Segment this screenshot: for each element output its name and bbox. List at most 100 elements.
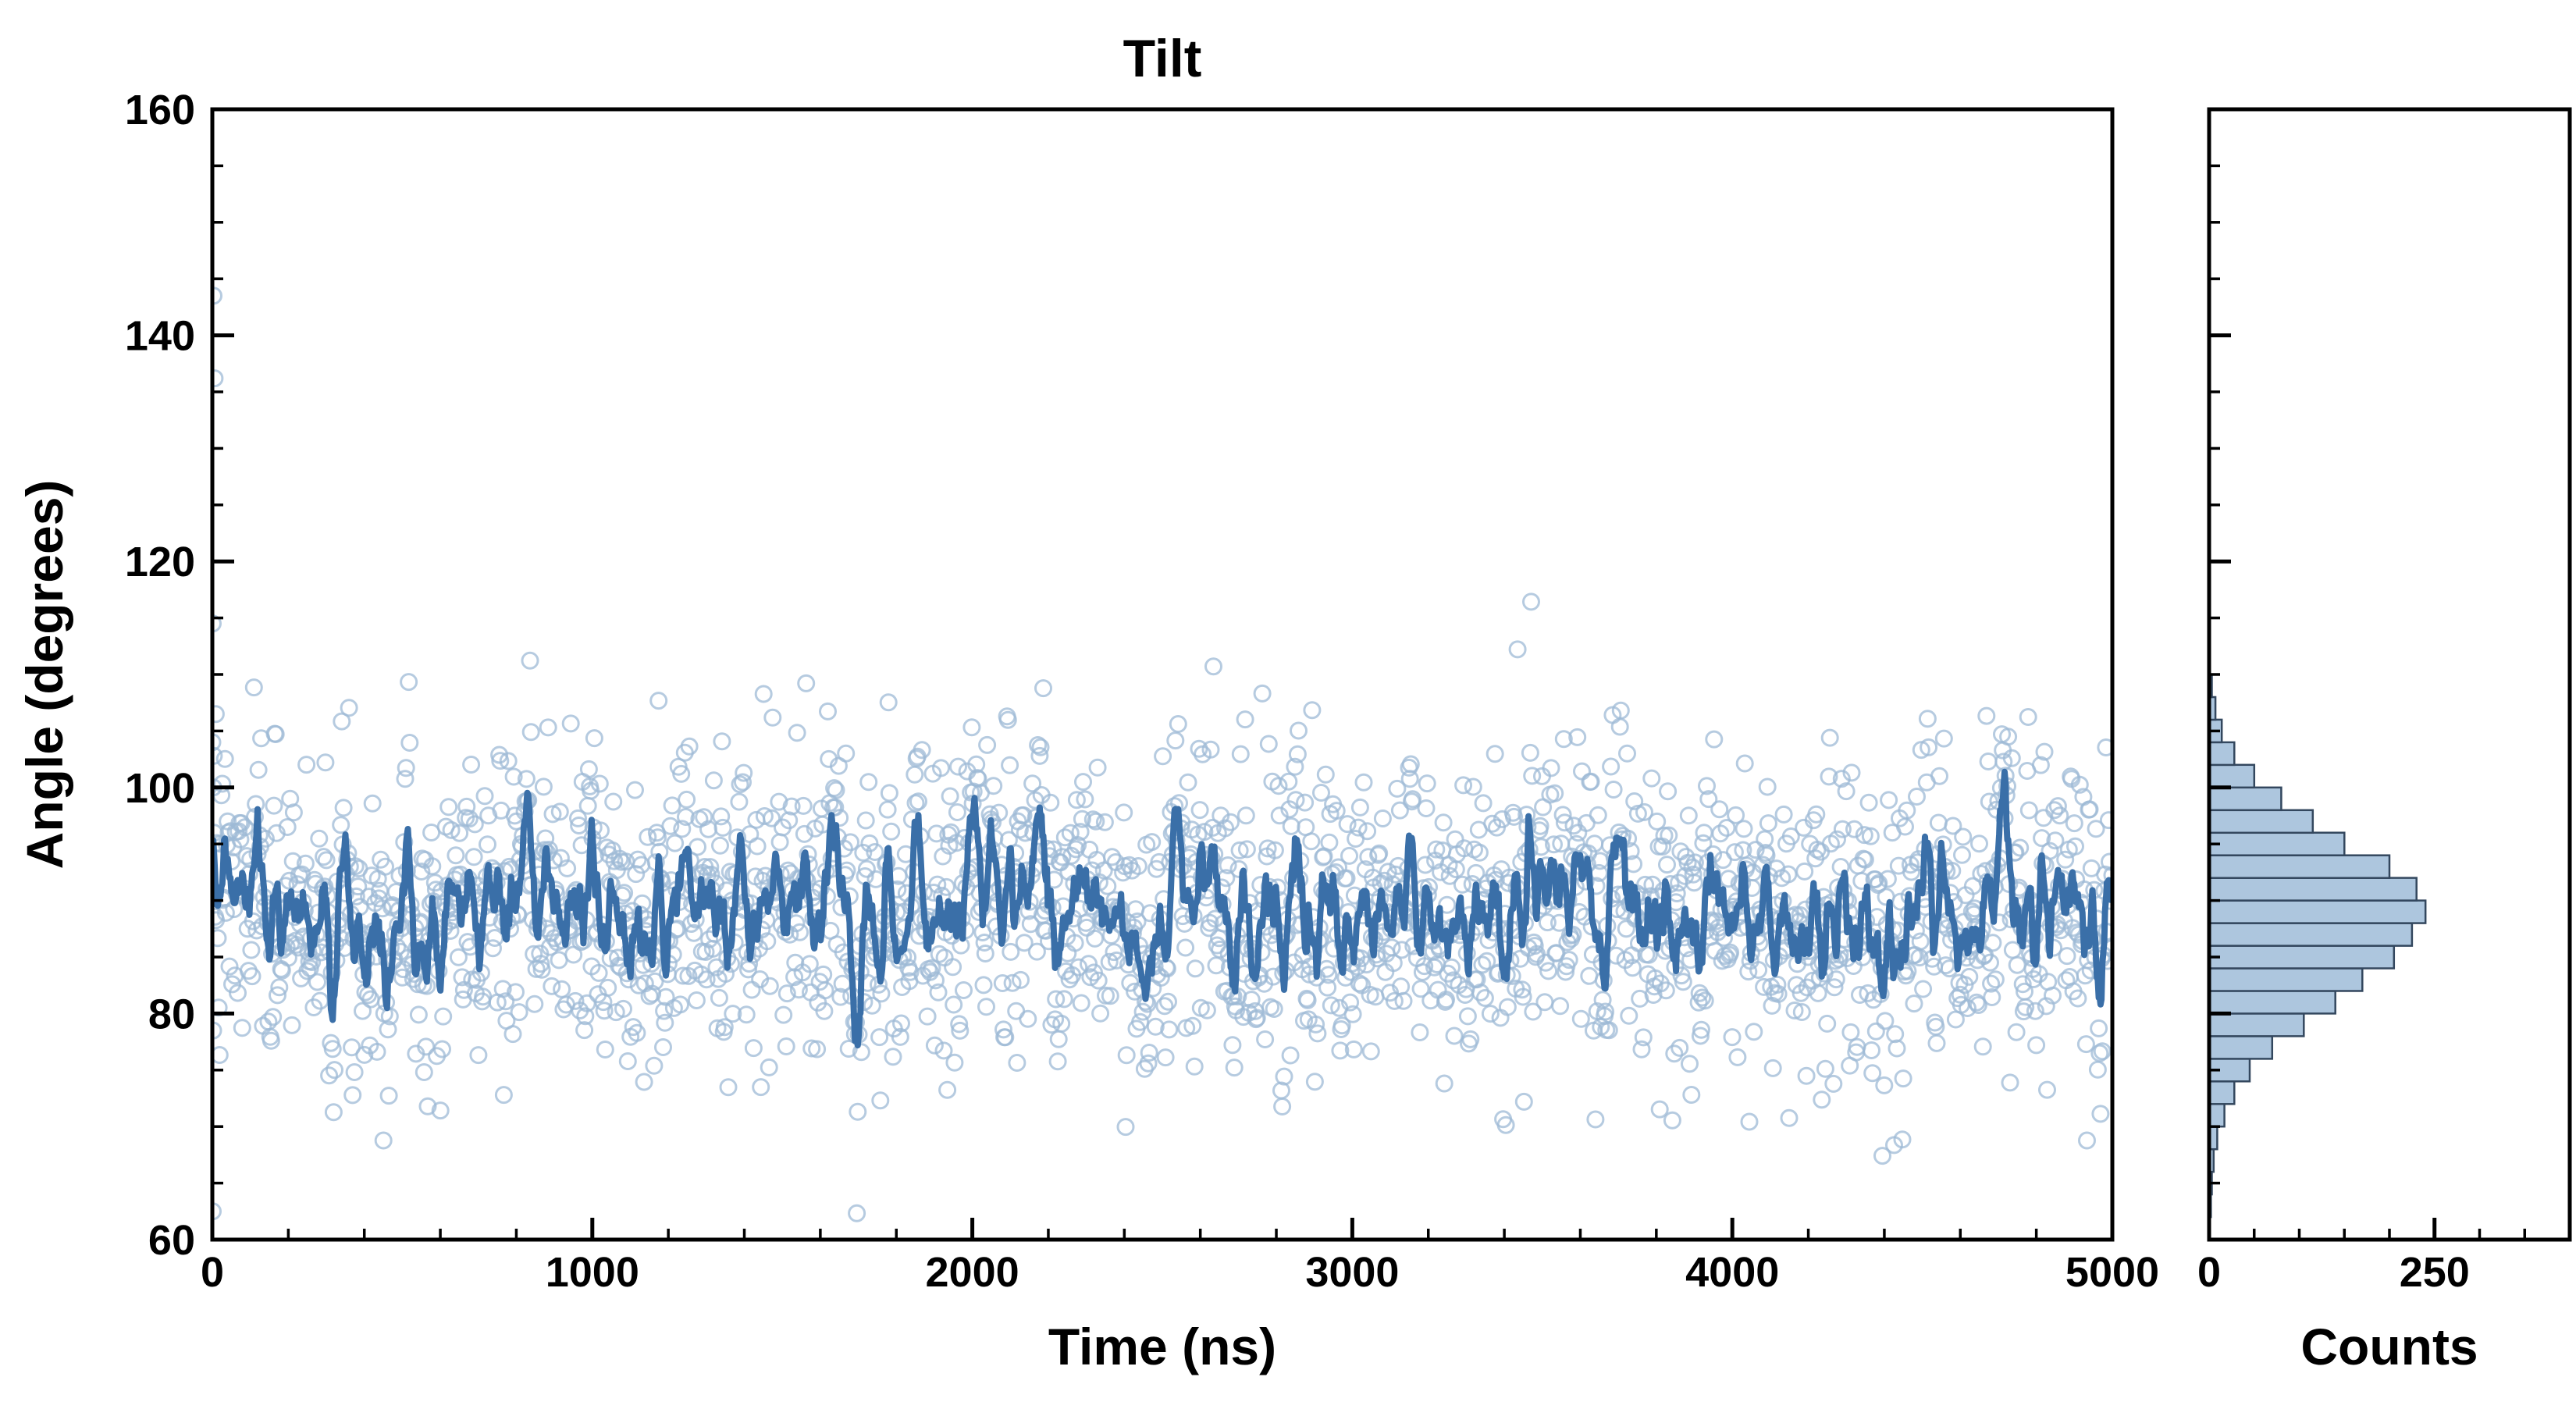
scatter-point [355,1045,374,1064]
scatter-point [1807,805,1826,824]
scatter-point [1055,828,1074,847]
scatter-point [1358,822,1377,841]
scatter-point [1639,945,1658,964]
scatter-point [1019,1009,1037,1028]
scatter-point [449,948,468,966]
histogram-bar [2209,899,2427,924]
scatter-point [815,1002,834,1020]
scatter-point [320,1066,339,1085]
scatter-point [1951,985,1969,1004]
scatter-point [1343,1005,1362,1023]
scatter-point [1875,1076,1894,1094]
scatter-point [884,1048,902,1066]
scatter-point [1347,830,1365,848]
scatter-point [1014,806,1033,824]
scatter-point [1886,1025,1905,1044]
scatter-point [1349,818,1368,837]
scatter-point [794,796,813,815]
scatter-point [578,796,597,815]
scatter-point [1524,1002,1542,1021]
scatter-point [2044,986,2062,1005]
scatter-point [503,1025,522,1044]
scatter-point [550,951,568,970]
scatter-point [1983,988,2001,1006]
scatter-point [1571,1009,1590,1028]
scatter-point [1435,1074,1453,1093]
scatter-point [1580,966,1599,985]
scatter-point [1650,1100,1669,1119]
scatter-point [332,816,350,834]
scatter-point [1041,793,1060,812]
scatter-point [1023,774,1042,793]
scatter-point [1763,1059,1782,1077]
scatter-point [1523,767,1542,785]
scatter-point [1445,1027,1464,1045]
scatter-point [1029,736,1048,754]
scatter-point [1665,1044,1684,1063]
scatter-point [1034,679,1052,698]
scatter-point [1225,1059,1244,1077]
scatter-point [1898,962,1917,980]
scatter-point [752,1078,770,1097]
scatter-point [866,870,885,888]
scatter-point [596,1041,614,1059]
scatter-point [212,705,225,724]
scatter-point [539,718,557,737]
scatter-point [1999,728,2018,746]
histogram-bar [2209,945,2396,970]
scatter-point [393,968,411,987]
scatter-point [719,1078,738,1097]
histogram-bar [2209,1012,2305,1037]
scatter-point [1474,794,1493,813]
scatter-point [1855,826,1873,845]
scatter-point [1695,991,1714,1010]
scatter-point [1350,974,1368,993]
scatter-point [1270,806,1289,825]
scatter-point [2011,838,2030,857]
scatter-point [379,1087,398,1105]
scatter-point [1116,1118,1135,1137]
scatter-point [1055,990,1073,1009]
scatter-point [1404,790,1422,809]
scatter-point [1678,854,1697,872]
scatter-point [1467,863,1485,882]
scatter-point [1135,1059,1154,1078]
scatter-point [1870,874,1888,892]
scatter-point [1586,1110,1605,1129]
scatter-point [575,1021,594,1040]
scatter-point [1258,839,1277,858]
scatter-point [2031,756,2050,774]
scatter-point [388,938,407,956]
scatter-point [935,948,954,967]
scatter-point [1769,984,1788,1003]
scatter-point [1911,932,1930,951]
scatter-point [1390,801,1409,820]
scatter-point [663,796,681,815]
scatter-point [311,991,329,1010]
scatter-point [614,999,632,1018]
scatter-point [1768,975,1787,994]
tick-label: 120 [125,539,195,585]
scatter-point [1725,843,1744,862]
scatter-point [308,973,326,991]
scatter-point [849,1102,867,1121]
scatter-point [1717,819,1736,837]
scatter-point [1229,859,1248,878]
scatter-point [2091,1105,2110,1123]
scatter-point [909,792,927,811]
scatter-point [710,988,728,1007]
scatter-point [543,977,561,995]
scatter-point [368,1042,386,1061]
scatter-point [984,777,1003,795]
scatter-point [1265,841,1284,859]
scatter-point [1813,1091,1831,1109]
scatter-point [2034,809,2053,827]
scatter-point [2051,806,2069,825]
scatter-point [789,980,808,999]
scatter-point [236,818,254,837]
scatter-point [1303,701,1322,720]
scatter-point [1071,823,1090,841]
scatter-point [1837,782,1856,801]
main-axes-ticks [210,107,2115,1242]
scatter-point [841,833,859,852]
